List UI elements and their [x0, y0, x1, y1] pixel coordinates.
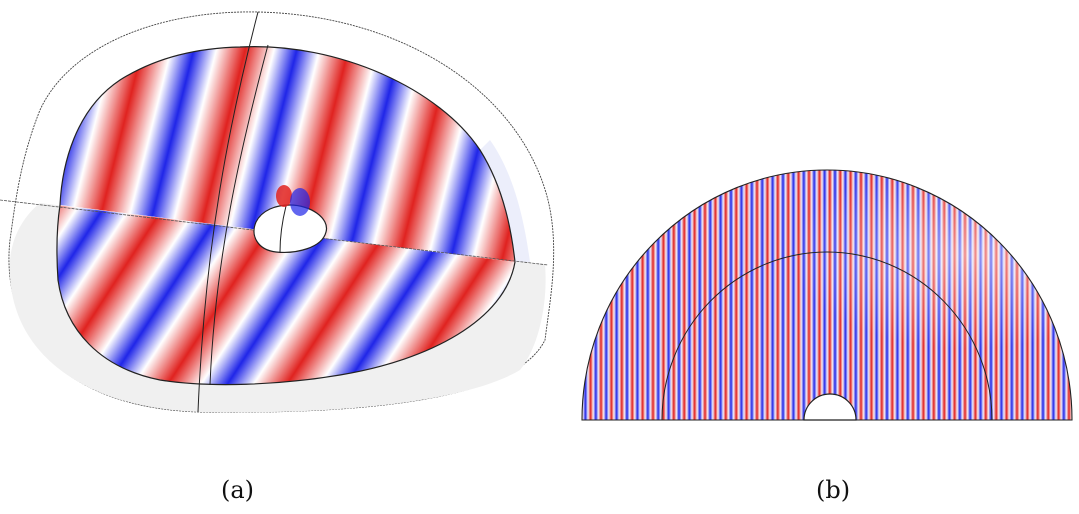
- panel-b-scatterer-hole: [803, 393, 857, 421]
- panel-a-wave-field: [0, 11, 555, 413]
- panel-a-domain-upper: [60, 46, 515, 262]
- panel-b-inner-interface: [661, 251, 993, 421]
- panel-a-caption: (a): [221, 476, 255, 504]
- panel-b-caption: (b): [816, 476, 851, 504]
- panel-b-outer-boundary: [581, 169, 1073, 421]
- panel-b-wave-field: [581, 169, 1073, 421]
- panel-a-scatterer-hole: [253, 204, 328, 253]
- panel-a-vertical-line-2: [209, 44, 269, 386]
- panel-a-vertical-line-1: [197, 11, 259, 413]
- panel-a-domain-lower: [56, 205, 516, 385]
- panel-a-domain-outline: [56, 46, 516, 386]
